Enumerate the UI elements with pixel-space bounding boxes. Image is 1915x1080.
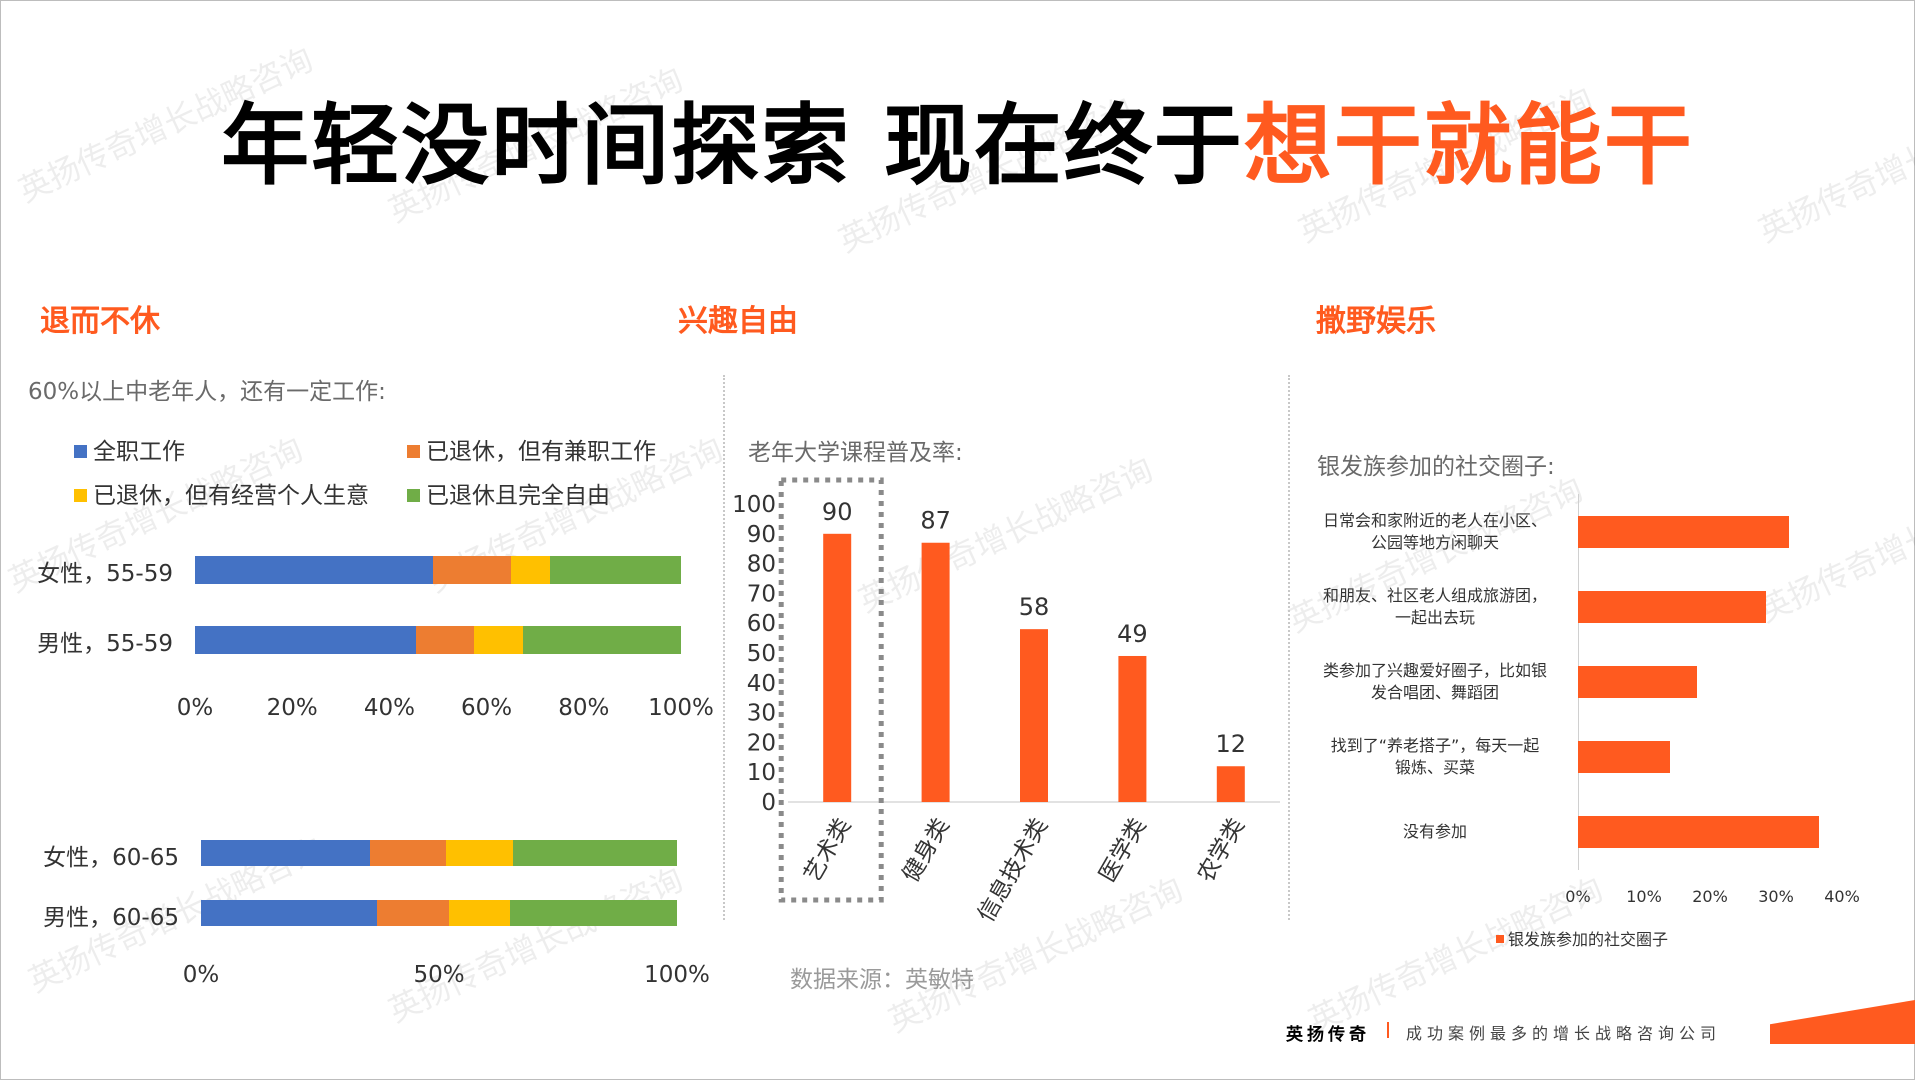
footer-brand: 英扬传奇 [1286, 1025, 1370, 1045]
legend-swatch [74, 445, 87, 458]
x-tick-label: 0% [182, 962, 220, 988]
bar-segment [474, 626, 524, 654]
x-tick-label: 30% [1758, 887, 1794, 906]
legend-item-fulltime: 全职工作 [74, 432, 185, 466]
title-highlight: 想干就能干 [1243, 94, 1694, 197]
legend-item: 银发族参加的社交圈子 [1496, 926, 1668, 950]
bar-segment [523, 626, 681, 654]
legend-swatch [74, 489, 87, 502]
bar-segment [549, 556, 681, 584]
bar-segment [377, 900, 449, 926]
category-label: 没有参加 [1402, 822, 1467, 842]
legend-item-parttime: 已退休，但有兼职工作 [407, 432, 656, 466]
caption-interest: 老年大学课程普及率: [748, 440, 963, 466]
bar [1578, 741, 1671, 774]
category-label: 男性，60-65 [43, 905, 179, 931]
bar [1578, 666, 1697, 698]
x-tick-label: 100% [648, 695, 714, 721]
bar-segment [195, 556, 434, 584]
category-label: 男性，55-59 [37, 631, 173, 657]
bar-segment [201, 840, 370, 866]
legend-item-free: 已退休且完全自由 [407, 476, 610, 510]
bar-segment [448, 900, 511, 926]
title-main: 年轻没时间探索 现在终于 [221, 94, 1244, 197]
category-label: 女性，55-59 [37, 561, 173, 587]
section-title-social: 撒野娱乐 [1316, 304, 1436, 339]
bar-segment [433, 556, 511, 584]
x-tick-label: 20% [1692, 887, 1728, 906]
x-tick-label: 10% [1626, 887, 1662, 906]
category-label: 找到了“养老搭子”，每天一起 锻炼、买菜 [1330, 736, 1540, 778]
bar-segment [195, 626, 417, 654]
divider-left [723, 375, 725, 920]
caption-social: 银发族参加的社交圈子: [1317, 454, 1555, 480]
x-tick-label: 20% [266, 695, 318, 721]
legend-label: 已退休，但有经营个人生意 [93, 483, 369, 509]
bar-segment [446, 840, 513, 866]
legend-swatch [407, 489, 420, 502]
footer-slogan: 成功案例最多的增长战略咨询公司 [1406, 1024, 1722, 1043]
bar-segment [510, 556, 550, 584]
bar-segment [201, 900, 378, 926]
category-label: 日常会和家附近的老人在小区、 公园等地方闲聊天 [1322, 510, 1547, 552]
bar-segment [510, 900, 677, 926]
page-title: 年轻没时间探索 现在终于想干就能干 [0, 102, 1915, 190]
x-tick-label: 100% [644, 962, 710, 988]
x-tick-label: 0% [1565, 887, 1591, 906]
legend-swatch [407, 445, 420, 458]
bar [1578, 515, 1790, 548]
x-tick-label: 0% [176, 695, 214, 721]
bar-segment [416, 626, 475, 654]
legend-label: 全职工作 [93, 439, 185, 465]
section-title-interest: 兴趣自由 [678, 304, 798, 339]
bar [1578, 590, 1767, 623]
footer-separator [1387, 1022, 1389, 1038]
data-source: 数据来源：英敏特 [790, 967, 974, 993]
legend-label: 已退休且完全自由 [426, 483, 610, 509]
bar-segment [369, 840, 447, 866]
x-tick-label: 40% [1824, 887, 1860, 906]
legend-item-business: 已退休，但有经营个人生意 [74, 476, 369, 510]
section-title-work: 退而不休 [40, 304, 160, 339]
divider-right [1288, 375, 1290, 920]
category-label: 类参加了兴趣爱好圈子，比如银 发合唱团、舞蹈团 [1322, 661, 1547, 702]
category-label: 和朋友、社区老人组成旅游团， 一起出去玩 [1322, 585, 1547, 627]
caption-work: 60%以上中老年人，还有一定工作: [28, 379, 386, 405]
bar-segment [512, 840, 677, 866]
x-tick-label: 60% [461, 695, 513, 721]
legend-swatch [1496, 935, 1504, 943]
bar [1578, 816, 1819, 849]
legend-label: 已退休，但有兼职工作 [426, 439, 656, 465]
x-tick-label: 50% [413, 962, 465, 988]
category-label: 女性，60-65 [43, 845, 179, 871]
legend-label: 银发族参加的社交圈子 [1508, 930, 1669, 949]
x-tick-label: 40% [363, 695, 415, 721]
x-tick-label: 80% [558, 695, 610, 721]
